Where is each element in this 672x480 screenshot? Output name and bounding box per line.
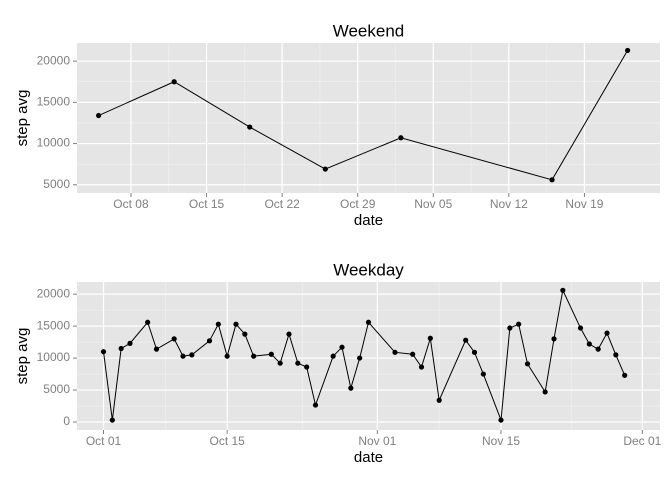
x-tick-label: Nov 15: [482, 434, 520, 448]
data-point: [586, 341, 592, 347]
data-point: [268, 351, 274, 357]
data-point: [233, 321, 239, 327]
data-point: [251, 353, 257, 359]
y-tick-label: 15000: [37, 95, 71, 109]
chart-title: Weekend: [333, 21, 405, 40]
data-point: [95, 112, 102, 119]
data-point: [348, 385, 354, 391]
data-point: [215, 321, 221, 327]
x-tick-label: Nov 01: [358, 434, 396, 448]
data-point: [549, 177, 555, 183]
x-tick-label: Oct 15: [209, 434, 245, 448]
data-point: [625, 47, 631, 54]
plot-panel: [77, 43, 660, 193]
data-point: [118, 345, 124, 352]
data-point: [577, 325, 584, 331]
data-point: [410, 351, 416, 357]
data-point: [595, 346, 601, 352]
y-tick-label: 10000: [37, 136, 71, 150]
x-tick-label: Nov 12: [490, 197, 528, 211]
data-point: [560, 287, 566, 293]
data-point: [153, 346, 160, 352]
data-point: [339, 344, 345, 350]
y-tick-label: 20000: [37, 53, 71, 67]
data-point: [100, 349, 107, 355]
data-point: [516, 321, 522, 327]
data-point: [330, 353, 336, 359]
data-point: [613, 352, 619, 358]
data-point: [171, 79, 177, 85]
y-axis-title: step avg: [14, 90, 31, 147]
data-point: [224, 353, 230, 359]
data-point: [171, 336, 177, 342]
y-tick-label: 20000: [37, 286, 71, 300]
data-point: [242, 331, 248, 337]
x-tick-label: Oct 29: [340, 197, 376, 211]
data-point: [498, 417, 504, 423]
y-tick-label: 15000: [37, 318, 71, 332]
data-point: [418, 364, 425, 370]
data-point: [436, 397, 442, 403]
y-tick-label: 10000: [37, 350, 71, 364]
x-tick-label: Oct 01: [86, 434, 122, 448]
x-tick-label: Oct 08: [113, 197, 149, 211]
data-point: [180, 353, 186, 359]
data-point: [304, 364, 310, 370]
data-point: [189, 352, 195, 358]
data-point: [145, 319, 151, 325]
data-point: [312, 402, 319, 408]
data-point: [427, 335, 433, 341]
data-point: [463, 337, 469, 343]
x-tick-label: Oct 15: [189, 197, 225, 211]
x-axis-title: date: [354, 212, 383, 229]
y-tick-label: 5000: [43, 177, 70, 191]
data-point: [322, 166, 328, 172]
x-tick-label: Nov 19: [565, 197, 603, 211]
data-point: [206, 338, 213, 344]
data-point: [365, 319, 372, 325]
data-point: [542, 389, 548, 395]
data-point: [551, 336, 557, 342]
data-point: [524, 361, 531, 367]
data-point: [622, 372, 628, 378]
x-axis-title: date: [354, 449, 383, 466]
data-point: [471, 349, 478, 355]
x-tick-label: Oct 22: [264, 197, 300, 211]
data-point: [604, 330, 610, 336]
data-point: [247, 124, 253, 130]
chart-title: Weekday: [333, 260, 404, 279]
y-tick-label: 0: [63, 414, 70, 428]
data-point: [286, 331, 292, 337]
data-point: [507, 325, 513, 331]
x-tick-label: Dec 01: [623, 434, 661, 448]
x-tick-label: Nov 05: [414, 197, 452, 211]
y-axis-title: step avg: [14, 328, 31, 385]
data-point: [392, 349, 398, 355]
data-point: [127, 340, 133, 346]
plot-panel: [77, 282, 660, 430]
data-point: [295, 360, 301, 366]
data-point: [398, 135, 404, 141]
data-point: [277, 360, 283, 366]
y-tick-label: 5000: [43, 382, 70, 396]
data-point: [480, 371, 486, 377]
data-point: [109, 417, 115, 423]
data-point: [357, 355, 363, 361]
